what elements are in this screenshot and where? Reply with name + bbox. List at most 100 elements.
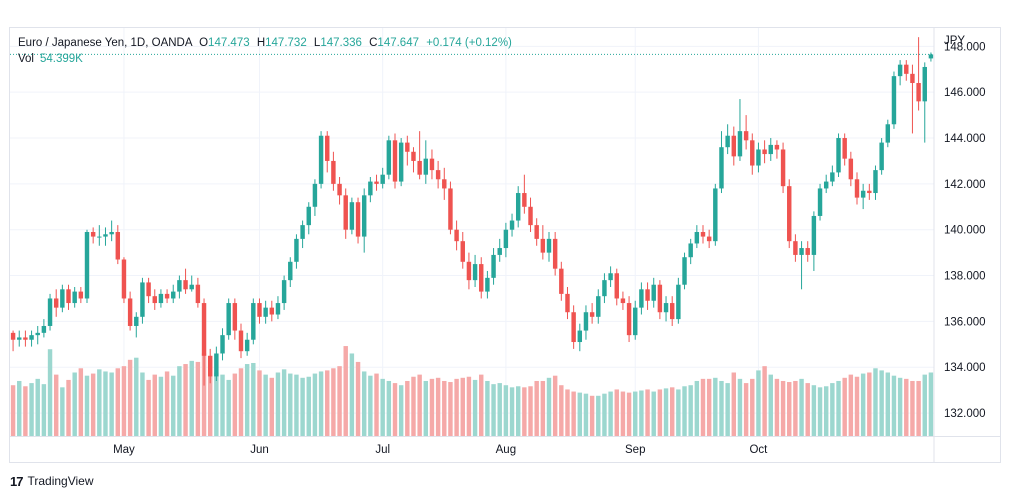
volume-bar: [823, 386, 829, 436]
volume-bar: [540, 380, 546, 436]
candle-body: [719, 147, 724, 189]
volume-bar: [312, 373, 318, 436]
volume-bar: [134, 357, 139, 436]
candle-body: [657, 284, 663, 313]
volume-bar: [10, 385, 16, 436]
tradingview-logo-icon[interactable]: 17: [10, 473, 24, 489]
volume-bar: [269, 377, 275, 436]
candle-body: [559, 268, 564, 294]
candle-body: [811, 215, 817, 255]
volume-bar: [503, 385, 509, 436]
volume-bar: [682, 386, 687, 436]
brand-name[interactable]: TradingView: [27, 474, 94, 488]
volume-bar: [479, 374, 484, 436]
volume-bar: [306, 376, 311, 436]
volume-bar: [743, 383, 749, 436]
candle-body: [103, 234, 108, 237]
volume-bar: [251, 362, 256, 436]
candle-body: [312, 183, 318, 207]
volume-bar: [158, 376, 164, 436]
candle-body: [731, 135, 737, 157]
volume-bar: [842, 377, 847, 436]
y-tick-label: 142.000: [944, 179, 986, 191]
y-tick-label: 136.000: [944, 316, 986, 328]
candle-body: [386, 140, 392, 175]
candle-body: [676, 284, 681, 320]
volume-bar: [885, 372, 891, 436]
candle-body: [398, 142, 404, 182]
x-tick-label: Jul: [375, 444, 390, 456]
volume-bar: [429, 378, 435, 436]
volume-bar: [589, 395, 595, 436]
volume-bar: [854, 376, 860, 436]
volume-bar: [53, 374, 59, 436]
candle-body: [706, 236, 712, 242]
candle-body: [460, 241, 465, 262]
candle-body: [842, 138, 847, 159]
volume-bar: [47, 349, 53, 436]
y-tick-label: 140.000: [944, 225, 986, 237]
volume-bar: [497, 383, 502, 436]
volume-bar: [700, 378, 706, 436]
candle-body: [614, 273, 619, 299]
volume-bar: [768, 374, 773, 436]
volume-bar: [867, 372, 872, 436]
candle-body: [472, 264, 478, 281]
candle-body: [251, 303, 256, 340]
volume-bar: [288, 373, 293, 436]
volume-bar: [780, 380, 786, 436]
volume-bar: [552, 375, 558, 436]
candle-body: [23, 337, 28, 340]
candle-body: [177, 280, 182, 292]
candle-body: [639, 289, 644, 308]
candle-body: [423, 158, 429, 175]
volume-bar: [454, 378, 459, 436]
volume-bar: [596, 395, 601, 436]
candle-body: [115, 232, 121, 260]
candle-body: [300, 225, 305, 239]
volume-bar: [731, 372, 737, 436]
volume-line: Vol 54.399K: [18, 51, 512, 67]
y-tick-label: 148.000: [944, 41, 986, 53]
candle-body: [626, 303, 632, 336]
candle-body: [897, 64, 903, 77]
volume-bar: [337, 366, 342, 436]
open-value: 147.473: [208, 37, 250, 49]
candle-body: [226, 303, 231, 336]
volume-bar: [195, 361, 201, 436]
x-tick-label: May: [113, 444, 135, 456]
chart-frame: [9, 27, 1001, 463]
volume-bar: [423, 380, 429, 436]
volume-bar: [774, 378, 780, 436]
candle-body: [29, 335, 34, 340]
volume-bar: [793, 380, 798, 436]
candle-body: [90, 232, 96, 237]
candle-body: [244, 339, 250, 352]
candle-body: [633, 307, 638, 336]
candle-body: [442, 179, 447, 189]
candle-body: [152, 296, 157, 304]
volume-bar: [756, 370, 761, 436]
candle-body: [596, 296, 601, 317]
volume-bar: [602, 393, 607, 436]
candle-body: [713, 188, 718, 242]
candle-body: [429, 158, 435, 171]
volume-bar: [688, 385, 693, 436]
candle-body: [294, 238, 299, 262]
volume-bar: [713, 377, 718, 436]
volume-bar: [546, 377, 552, 436]
candle-body: [737, 131, 743, 157]
volume-bar: [916, 380, 921, 436]
volume-bar: [226, 379, 231, 436]
candle-body: [405, 142, 410, 152]
volume-bar: [368, 375, 373, 436]
candle-body: [368, 181, 373, 196]
volume-bar: [263, 374, 268, 436]
volume-bar: [626, 392, 632, 436]
candle-body: [497, 248, 502, 255]
candle-body: [17, 337, 22, 340]
volume-bar: [411, 376, 416, 436]
currency-label: JPY: [944, 35, 965, 47]
volume-bar: [17, 380, 22, 436]
